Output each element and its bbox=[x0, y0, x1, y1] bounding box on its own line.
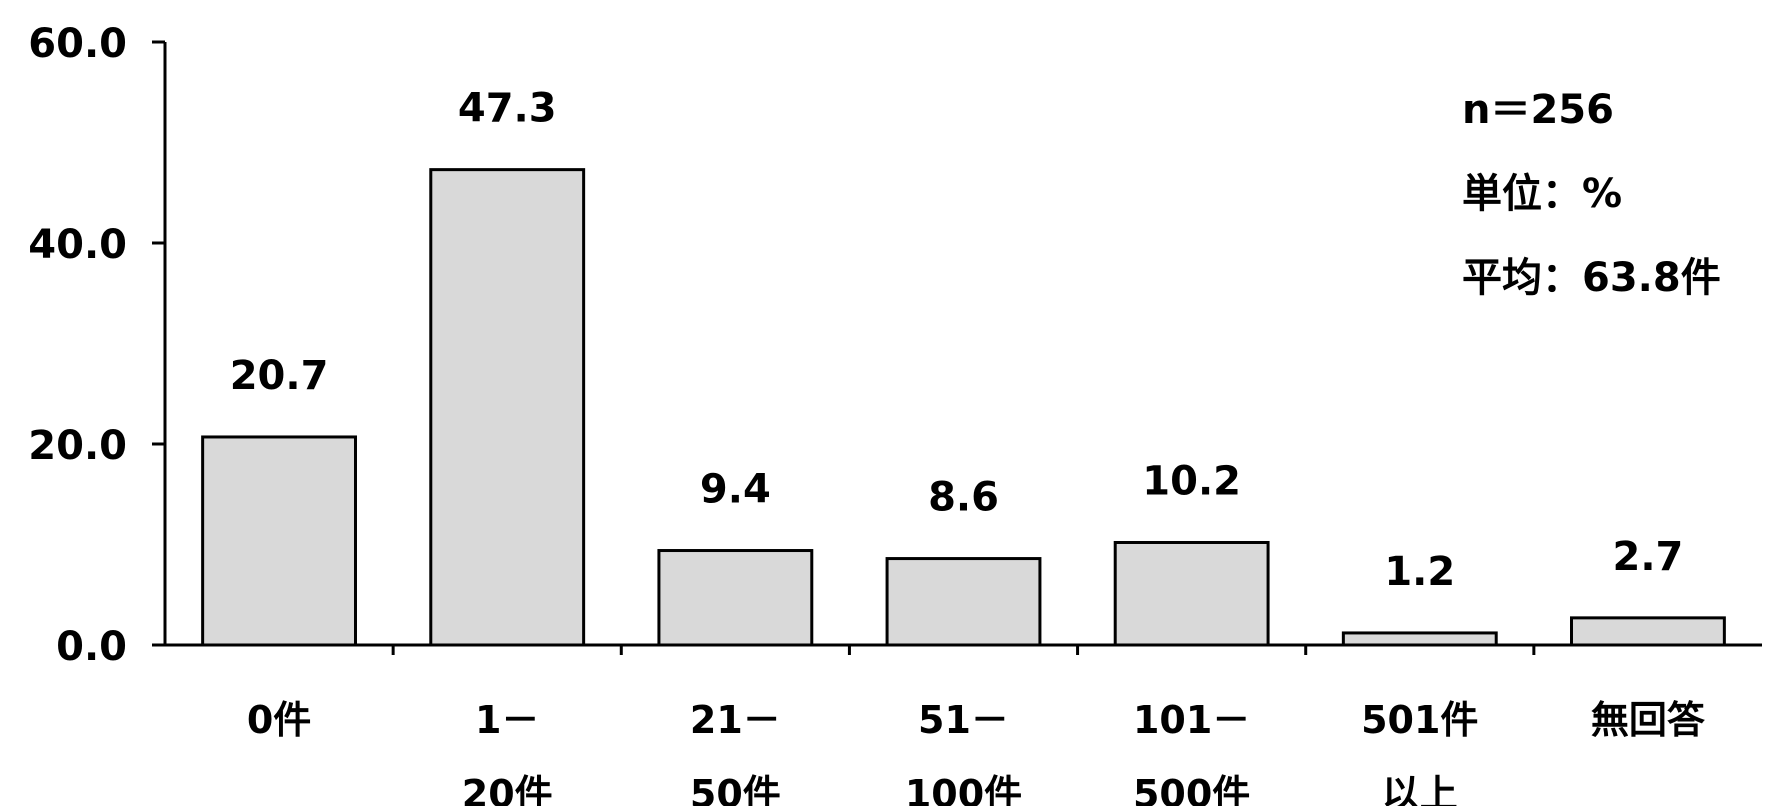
bar-1 bbox=[429, 168, 586, 647]
value-label-0: 20.7 bbox=[230, 353, 329, 399]
y-tick-label-0: 0.0 bbox=[56, 624, 127, 670]
chart-notes: n＝256 単位：% 平均：63.8件 bbox=[1462, 68, 1721, 320]
value-label-5: 1.2 bbox=[1384, 549, 1455, 595]
category-label-6-0: 無回答 bbox=[1591, 698, 1706, 742]
category-label-1-0: 1－ bbox=[475, 698, 539, 742]
y-tick-label-1: 20.0 bbox=[28, 423, 127, 469]
value-label-4: 10.2 bbox=[1142, 458, 1241, 504]
y-tick-label-2: 40.0 bbox=[28, 222, 127, 268]
value-label-1: 47.3 bbox=[458, 86, 557, 132]
bar-4 bbox=[1113, 540, 1270, 647]
category-label-3-0: 51－ bbox=[918, 698, 1009, 742]
category-label-0-0: 0件 bbox=[247, 698, 311, 742]
sample-size-note: n＝256 bbox=[1462, 87, 1614, 133]
bar-3 bbox=[885, 557, 1042, 647]
category-label-5-0: 501件 bbox=[1361, 698, 1478, 742]
bar-0 bbox=[201, 435, 357, 647]
value-labels: 20.7 47.3 9.4 8.6 10.2 1.2 2.7 bbox=[230, 86, 1684, 595]
bars bbox=[201, 168, 1726, 647]
bar-2 bbox=[657, 549, 814, 647]
value-label-6: 2.7 bbox=[1612, 534, 1683, 580]
category-label-2-1: 50件 bbox=[690, 772, 781, 806]
bar-6 bbox=[1570, 616, 1726, 647]
average-note: 平均：63.8件 bbox=[1462, 255, 1721, 301]
category-label-3-1: 100件 bbox=[905, 772, 1022, 806]
category-label-4-0: 101－ bbox=[1133, 698, 1250, 742]
category-label-1-1: 20件 bbox=[462, 772, 553, 806]
category-label-5-1: 以上 bbox=[1382, 772, 1458, 806]
category-label-2-0: 21－ bbox=[690, 698, 781, 742]
category-label-4-1: 500件 bbox=[1133, 772, 1250, 806]
value-label-3: 8.6 bbox=[928, 475, 999, 521]
y-tick-label-3: 60.0 bbox=[28, 21, 127, 67]
y-axis: 0.0 20.0 40.0 60.0 bbox=[28, 21, 167, 670]
value-label-2: 9.4 bbox=[700, 467, 771, 513]
bar-5 bbox=[1341, 631, 1498, 647]
unit-note: 単位：% bbox=[1462, 171, 1623, 217]
